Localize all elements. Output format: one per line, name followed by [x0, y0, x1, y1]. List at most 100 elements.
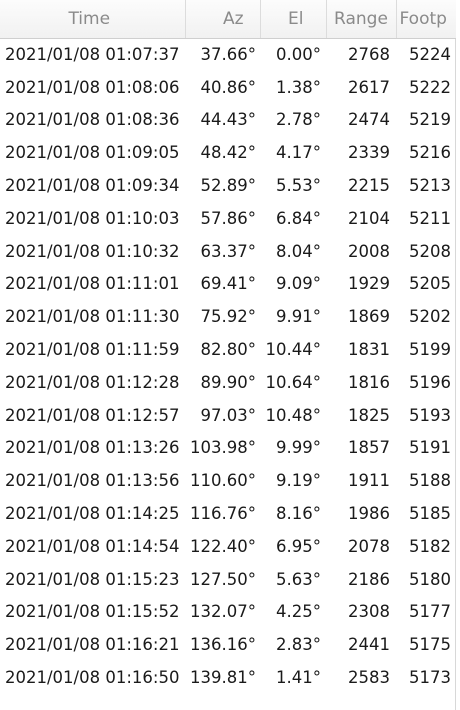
table-row[interactable]: 2021/01/08 01:14:25 116.76° 8.16° 1986 5185	[0, 497, 456, 530]
cell-azimuth: 44.43°	[200, 110, 257, 130]
cell-azimuth: 37.66°	[200, 45, 257, 65]
cell-range: 1857	[348, 438, 390, 458]
cell-time: 2021/01/08 01:07:37	[5, 45, 180, 65]
cell-azimuth: 139.81°	[190, 668, 256, 688]
table-row[interactable]: 2021/01/08 01:13:56 110.60° 9.19° 1911 5188	[0, 464, 456, 497]
cell-elevation: 9.19°	[276, 471, 321, 491]
cell-elevation: 1.38°	[276, 77, 321, 97]
cell-elevation: 10.64°	[265, 372, 322, 392]
cell-footprint: 5216	[409, 143, 451, 163]
cell-elevation: 9.09°	[276, 274, 321, 294]
cell-time: 2021/01/08 01:13:26	[5, 438, 180, 458]
cell-azimuth: 122.40°	[190, 536, 256, 556]
table-row[interactable]: 2021/01/08 01:09:05 48.42° 4.17° 2339 5216	[0, 136, 456, 169]
cell-elevation: 6.84°	[276, 208, 321, 228]
cell-footprint: 5208	[409, 241, 451, 261]
cell-azimuth: 103.98°	[190, 438, 256, 458]
column-header-range[interactable]: Range	[326, 0, 397, 39]
table-row[interactable]: 2021/01/08 01:16:50 139.81° 1.41° 2583 5173	[0, 661, 456, 694]
cell-footprint: 5185	[409, 504, 451, 524]
cell-elevation: 10.48°	[265, 405, 322, 425]
cell-range: 1816	[348, 372, 390, 392]
table-row[interactable]: 2021/01/08 01:15:52 132.07° 4.25° 2308 5177	[0, 596, 456, 629]
column-header-az[interactable]: Az	[185, 0, 261, 39]
cell-footprint: 5191	[409, 438, 451, 458]
table-row[interactable]: 2021/01/08 01:10:03 57.86° 6.84° 2104 5211	[0, 202, 456, 235]
column-header-footprint[interactable]: Footp	[396, 0, 456, 39]
cell-range: 1869	[348, 307, 390, 327]
cell-azimuth: 97.03°	[200, 405, 257, 425]
table-row[interactable]: 2021/01/08 01:08:06 40.86° 1.38° 2617 5222	[0, 71, 456, 104]
table-row[interactable]: 2021/01/08 01:14:54 122.40° 6.95° 2078 5182	[0, 530, 456, 563]
cell-elevation: 8.16°	[276, 504, 321, 524]
table-row[interactable]: 2021/01/08 01:16:21 136.16° 2.83° 2441 5175	[0, 628, 456, 661]
cell-time: 2021/01/08 01:09:34	[5, 176, 180, 196]
cell-range: 1911	[348, 471, 390, 491]
cell-range: 2008	[348, 241, 390, 261]
cell-time: 2021/01/08 01:16:21	[5, 635, 180, 655]
cell-elevation: 2.83°	[276, 635, 321, 655]
cell-range: 2104	[348, 208, 390, 228]
table-row[interactable]: 2021/01/08 01:08:36 44.43° 2.78° 2474 5219	[0, 104, 456, 137]
column-header-el[interactable]: El	[260, 0, 327, 39]
table-row[interactable]: 2021/01/08 01:09:34 52.89° 5.53° 2215 5213	[0, 169, 456, 202]
cell-time: 2021/01/08 01:13:56	[5, 471, 180, 491]
cell-footprint: 5175	[409, 635, 451, 655]
cell-time: 2021/01/08 01:16:50	[5, 668, 180, 688]
cell-time: 2021/01/08 01:14:25	[5, 504, 180, 524]
table-body: 2021/01/08 01:07:37 37.66° 0.00° 2768 5224 20…	[0, 38, 456, 694]
table-row[interactable]: 2021/01/08 01:12:28 89.90° 10.64° 1816 5196	[0, 366, 456, 399]
cell-footprint: 5224	[409, 45, 451, 65]
cell-range: 2308	[348, 602, 390, 622]
cell-time: 2021/01/08 01:12:57	[5, 405, 180, 425]
cell-elevation: 5.63°	[276, 569, 321, 589]
cell-elevation: 10.44°	[265, 340, 322, 360]
table-row[interactable]: 2021/01/08 01:15:23 127.50° 5.63° 2186 5180	[0, 563, 456, 596]
cell-footprint: 5177	[409, 602, 451, 622]
cell-footprint: 5213	[409, 176, 451, 196]
cell-time: 2021/01/08 01:10:32	[5, 241, 180, 261]
table-row[interactable]: 2021/01/08 01:07:37 37.66° 0.00° 2768 5224	[0, 38, 456, 71]
cell-elevation: 0.00°	[276, 45, 321, 65]
cell-time: 2021/01/08 01:15:52	[5, 602, 180, 622]
table-row[interactable]: 2021/01/08 01:10:32 63.37° 8.04° 2008 5208	[0, 235, 456, 268]
table-row[interactable]: 2021/01/08 01:11:30 75.92° 9.91° 1869 5202	[0, 300, 456, 333]
column-header-time[interactable]: Time	[0, 0, 186, 39]
cell-footprint: 5182	[409, 536, 451, 556]
cell-range: 2583	[348, 668, 390, 688]
cell-azimuth: 82.80°	[200, 340, 257, 360]
cell-time: 2021/01/08 01:15:23	[5, 569, 180, 589]
cell-range: 2617	[348, 77, 390, 97]
cell-azimuth: 127.50°	[190, 569, 256, 589]
cell-range: 2186	[348, 569, 390, 589]
cell-footprint: 5219	[409, 110, 451, 130]
cell-time: 2021/01/08 01:11:30	[5, 307, 180, 327]
cell-time: 2021/01/08 01:10:03	[5, 208, 180, 228]
cell-time: 2021/01/08 01:12:28	[5, 372, 180, 392]
cell-azimuth: 132.07°	[190, 602, 256, 622]
cell-elevation: 4.25°	[276, 602, 321, 622]
cell-azimuth: 136.16°	[190, 635, 256, 655]
cell-footprint: 5222	[409, 77, 451, 97]
cell-range: 2078	[348, 536, 390, 556]
table-row[interactable]: 2021/01/08 01:11:59 82.80° 10.44° 1831 5199	[0, 333, 456, 366]
cell-range: 1825	[348, 405, 390, 425]
cell-range: 2215	[348, 176, 390, 196]
cell-azimuth: 57.86°	[200, 208, 257, 228]
cell-footprint: 5211	[409, 208, 451, 228]
cell-range: 1831	[348, 340, 390, 360]
table-row[interactable]: 2021/01/08 01:13:26 103.98° 9.99° 1857 5191	[0, 432, 456, 465]
table-row[interactable]: 2021/01/08 01:11:01 69.41° 9.09° 1929 5205	[0, 268, 456, 301]
cell-time: 2021/01/08 01:11:59	[5, 340, 180, 360]
cell-footprint: 5205	[409, 274, 451, 294]
table-header-row: Time Az El Range Footp	[0, 0, 456, 39]
cell-range: 2441	[348, 635, 390, 655]
cell-azimuth: 116.76°	[190, 504, 256, 524]
table-row[interactable]: 2021/01/08 01:12:57 97.03° 10.48° 1825 5193	[0, 399, 456, 432]
cell-azimuth: 52.89°	[200, 176, 257, 196]
cell-time: 2021/01/08 01:08:06	[5, 77, 180, 97]
cell-elevation: 1.41°	[276, 668, 321, 688]
cell-azimuth: 69.41°	[200, 274, 257, 294]
cell-footprint: 5199	[409, 340, 451, 360]
